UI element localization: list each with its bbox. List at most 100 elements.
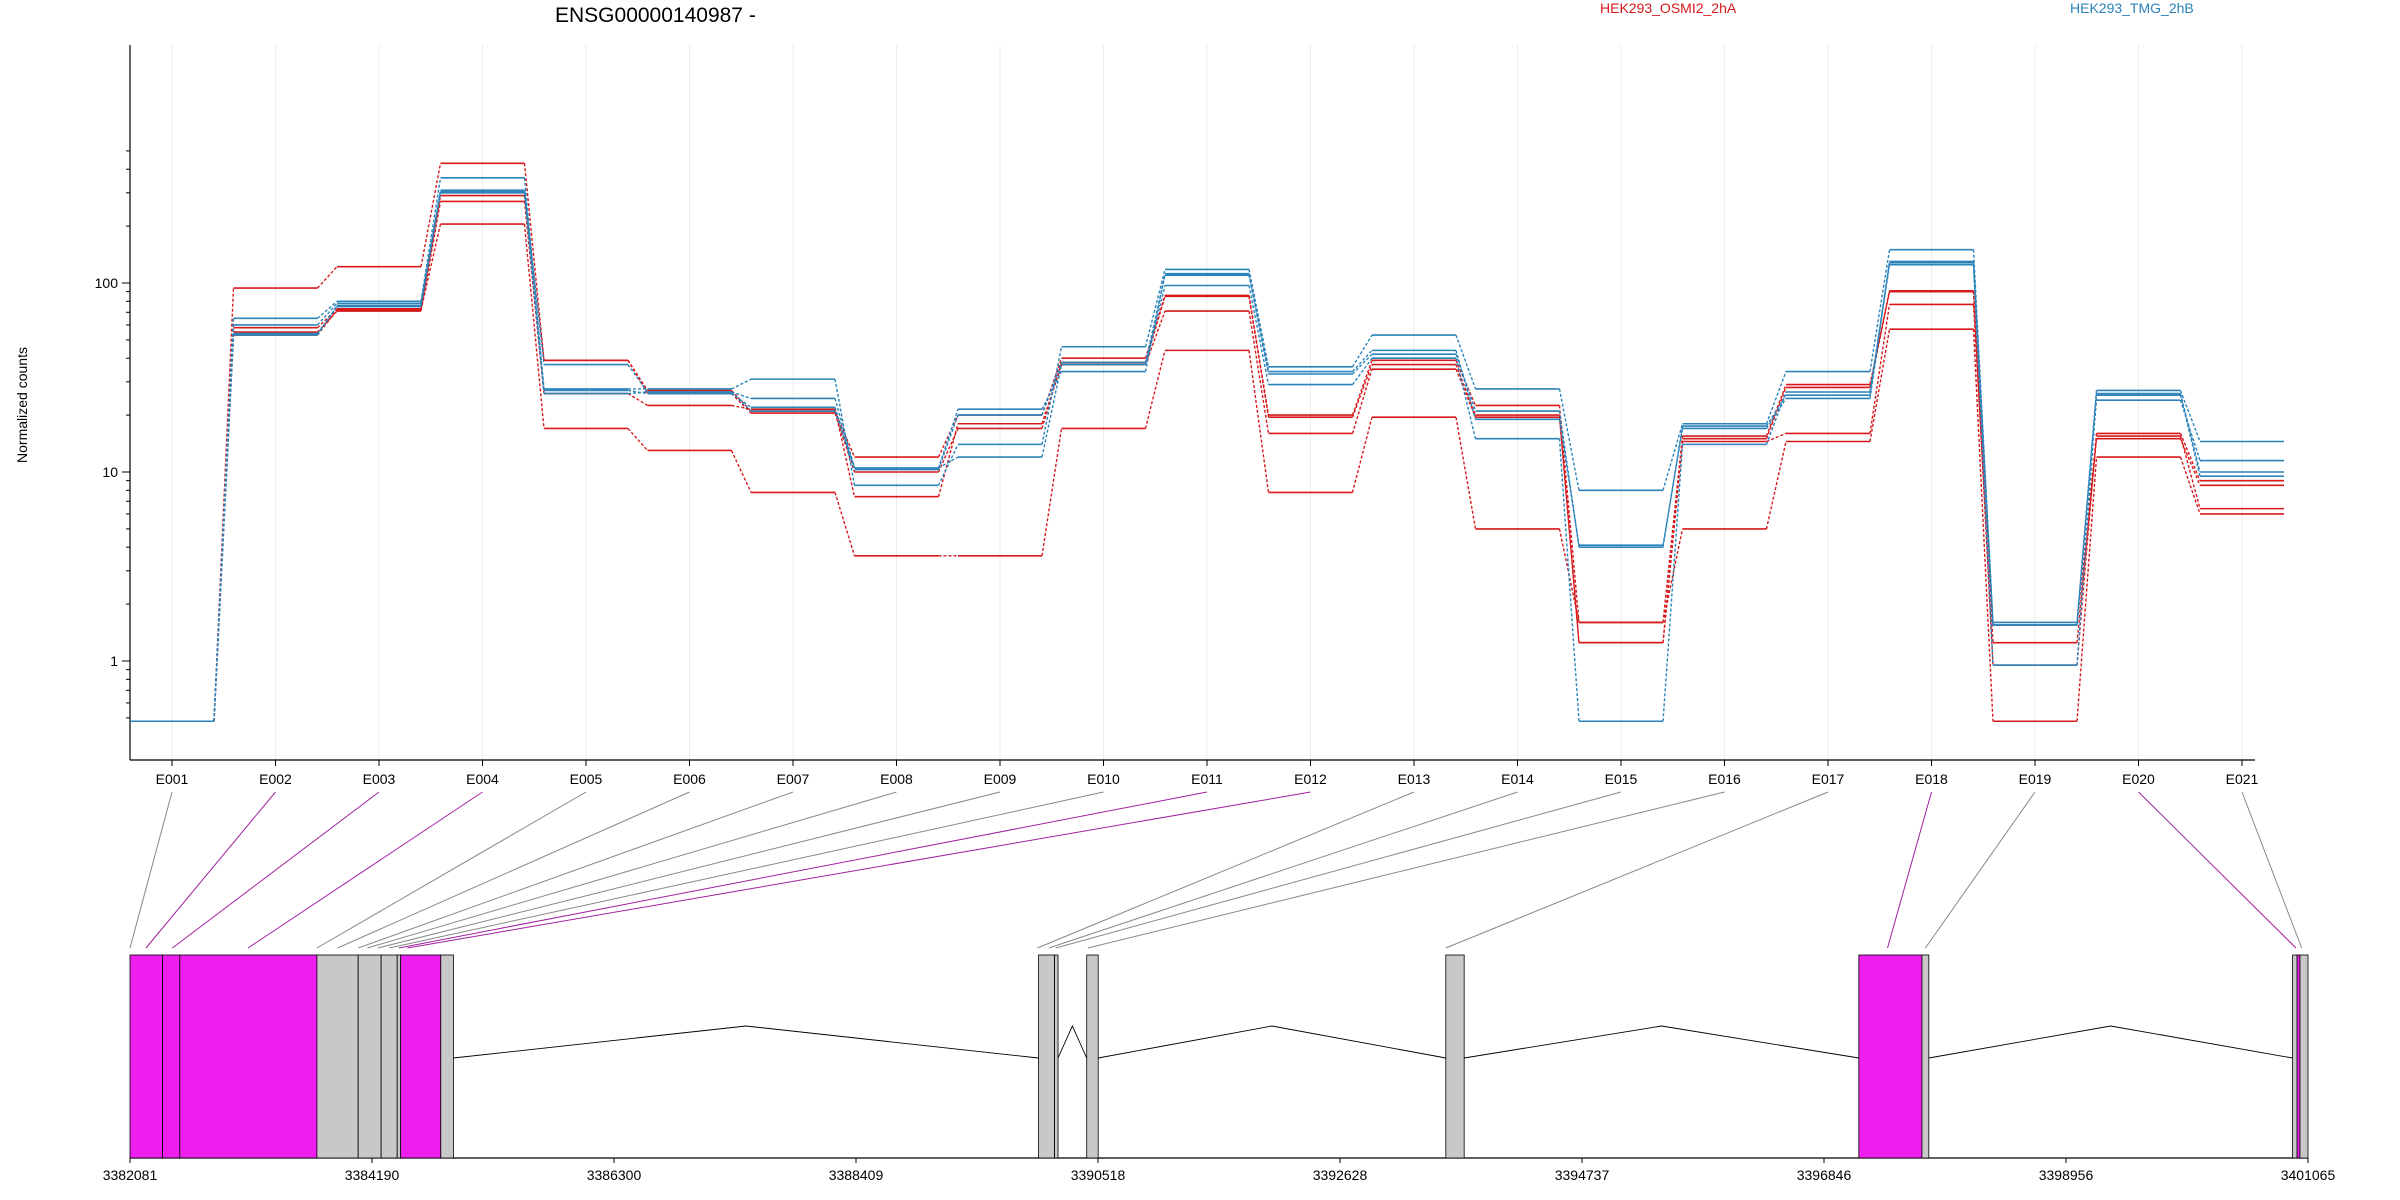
series-connector [731,391,752,412]
series-connector [2076,390,2098,623]
series-connector [1041,364,1063,458]
series-connector [1248,269,1270,367]
genomic-coordinate-label: 3384190 [345,1167,400,1183]
bin-to-exon-connectors [129,791,2303,949]
series-connector [1041,362,1063,416]
series-connector [731,391,752,400]
series-connector [1248,275,1270,375]
series-connector [2179,399,2201,461]
connector-e017 [1445,791,1829,949]
series-connector [627,359,649,394]
x-tick-label: E017 [1812,771,1845,787]
genomic-coordinate-label: 3398956 [2039,1167,2094,1183]
connector-e018 [1887,791,1932,949]
exon-e003 [179,954,318,1159]
exon-e006 [380,954,398,1159]
series-connector [834,379,856,486]
series-connector [1351,357,1373,386]
series-connector [1351,364,1373,418]
series-connector [834,407,856,470]
x-tick-label: E002 [259,771,292,787]
series-connector [1144,295,1166,359]
x-tick-label: E004 [466,771,499,787]
series-connector [1558,388,1580,491]
series-connector [317,300,338,319]
series-connector [213,333,235,722]
series-connector [627,364,649,393]
genomic-coordinate-label: 3390518 [1071,1167,1126,1183]
series-connector [2179,393,2201,473]
series-connector [1144,269,1166,347]
exon-e002 [162,954,181,1159]
series-connector [1351,368,1373,434]
genomic-coordinate-label: 3386300 [587,1167,642,1183]
series-connector [627,392,648,407]
series-connector [2179,390,2201,442]
connector-e003 [172,791,380,949]
series-connector [2076,433,2098,666]
genomic-coordinate-label: 3392628 [1313,1167,1368,1183]
series-connector [316,306,338,334]
series-connector [938,456,959,469]
connector-e013 [1037,791,1415,949]
series-connector [1144,275,1166,363]
series-connector [1144,273,1166,372]
series-connector [834,412,856,473]
intron [1098,1025,1446,1059]
x-tick-label: E020 [2122,771,2155,787]
x-tick-label: E014 [1501,771,1534,787]
series-connector [1455,358,1477,439]
series-connector [1558,417,1580,643]
connector-e010 [389,791,1104,949]
series-connector [834,492,856,557]
series-connector [316,266,338,289]
series-connector [937,414,959,458]
series-connector [1455,368,1477,418]
exon-e007 [396,954,402,1159]
series-connector [1765,371,1787,424]
gene-model: 3382081 3384190 3386300 3388409 3390518 33926… [103,954,2335,1183]
series-connector [1558,415,1580,643]
x-tick-label: E013 [1398,771,1431,787]
connector-e020 [2138,791,2297,949]
exon-e016 [2292,954,2298,1159]
exon-e018 [2299,954,2309,1159]
x-tick-label: E006 [673,771,706,787]
series-connector [937,423,959,497]
series-connector [1765,394,1787,427]
series-connector [1869,262,1891,399]
connector-e021 [2241,791,2303,949]
exon-e017 [2296,954,2301,1159]
series-connector [1144,285,1166,365]
series-connector [2076,438,2098,643]
series-8 [130,190,2284,723]
series-connector [1765,384,1787,437]
series-connector [1455,417,1477,530]
series-connector [937,444,959,486]
series-connector [731,378,752,390]
intron [1928,1025,2293,1059]
connector-e004 [247,791,483,949]
series-connector [834,410,856,458]
connector-e001 [129,791,173,949]
intron [453,1025,1039,1059]
series-connector [1558,438,1580,722]
series-connector [1248,311,1270,434]
chart-title: ENSG00000140987 - [555,4,756,27]
x-tick-label: E015 [1605,771,1638,787]
series-connector [420,191,442,307]
series-connector [627,389,648,395]
series-connector [1662,423,1684,491]
series-connector [834,398,856,469]
x-tick-label: E021 [2226,771,2259,787]
connector-e015 [1055,791,1622,949]
series-connector [937,408,959,469]
series-lines [130,162,2284,723]
y-tick-label: 1 [110,653,118,669]
series-connector [1041,428,1063,556]
x-tick-label: E001 [156,771,189,787]
genomic-coordinate-label: 3388409 [829,1167,884,1183]
series-connector [316,309,338,336]
series-connector [731,392,752,408]
series-connector [2179,395,2201,477]
